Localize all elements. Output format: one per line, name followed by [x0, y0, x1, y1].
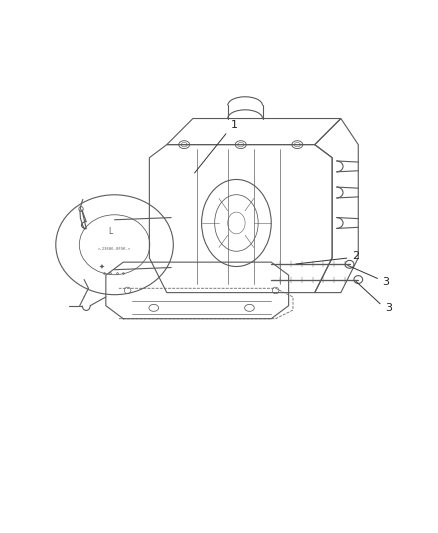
Text: 2: 2 — [353, 251, 360, 261]
Text: >-23606-0FSK-<: >-23606-0FSK-< — [98, 247, 131, 251]
Text: 3: 3 — [385, 303, 392, 313]
Text: 3: 3 — [382, 277, 389, 287]
Text: L: L — [108, 227, 112, 236]
Text: ✦: ✦ — [99, 263, 104, 270]
Text: 1: 1 — [231, 120, 238, 130]
